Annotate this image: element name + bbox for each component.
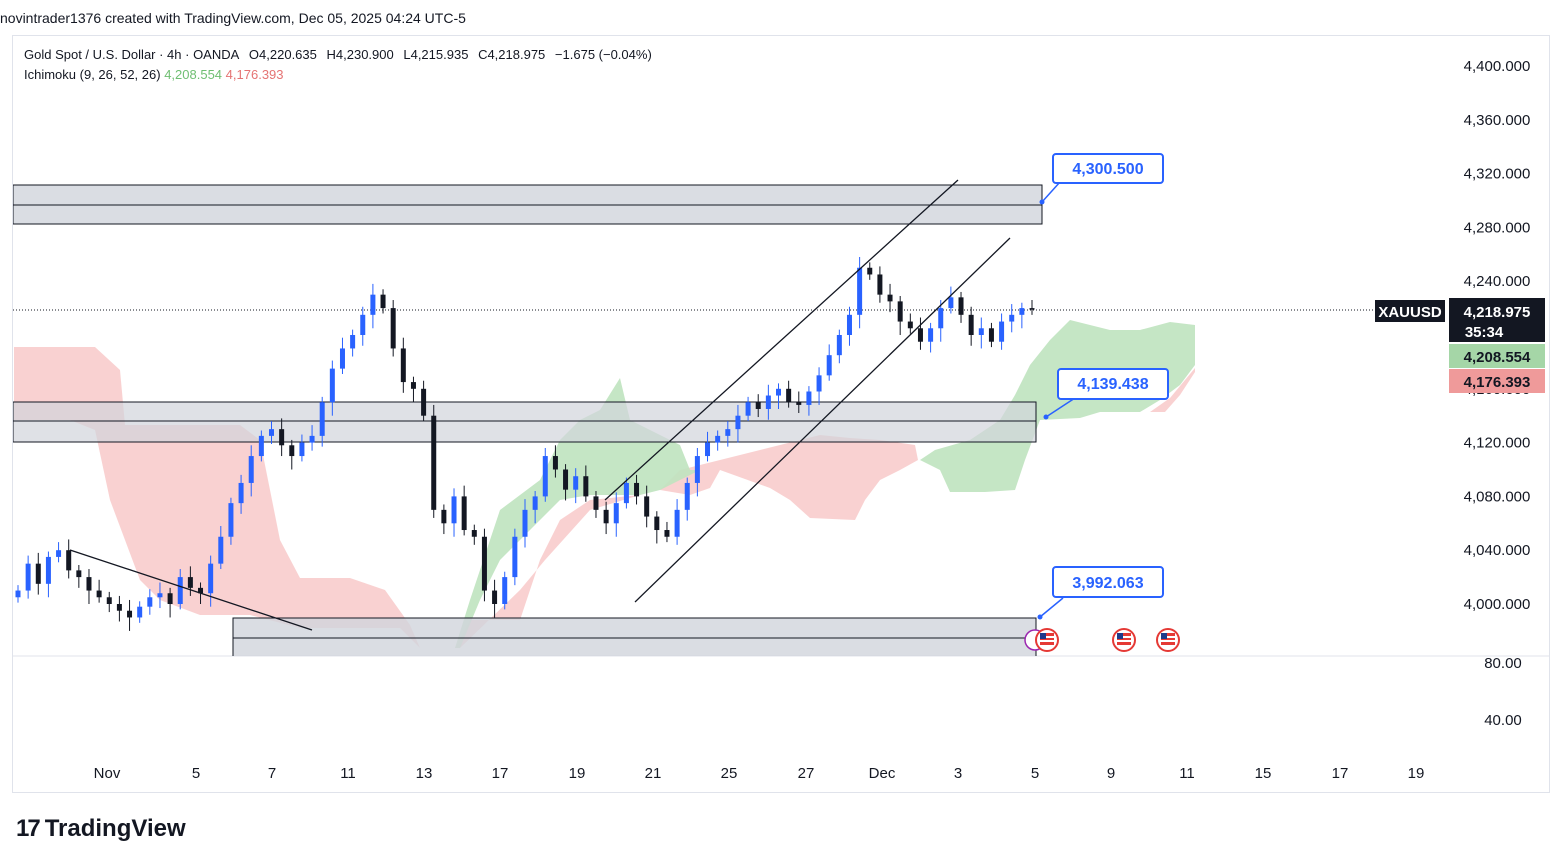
symbol-title[interactable]: Gold Spot / U.S. Dollar · 4h · OANDA bbox=[24, 47, 240, 62]
tradingview-logo-icon: 17 bbox=[16, 815, 41, 842]
chart-frame bbox=[12, 35, 1550, 793]
change-value: −1.675 (−0.04%) bbox=[554, 47, 652, 62]
close-value: C4,218.975 bbox=[478, 47, 546, 62]
ichimoku-label[interactable]: Ichimoku (9, 26, 52, 26) bbox=[24, 67, 161, 82]
high-value: H4,230.900 bbox=[326, 47, 394, 62]
chart-legend: Gold Spot / U.S. Dollar · 4h · OANDA O4,… bbox=[24, 45, 658, 85]
ichimoku-span-a-value: 4,208.554 bbox=[164, 67, 223, 82]
ichimoku-line: Ichimoku (9, 26, 52, 26) 4,208.554 4,176… bbox=[24, 65, 658, 85]
chart-credit: novintrader1376 created with TradingView… bbox=[0, 10, 466, 26]
low-value: L4,215.935 bbox=[403, 47, 469, 62]
tradingview-logo-text: TradingView bbox=[44, 815, 186, 842]
ohlc-line: Gold Spot / U.S. Dollar · 4h · OANDA O4,… bbox=[24, 45, 658, 65]
tradingview-logo[interactable]: 17 TradingView bbox=[16, 815, 186, 843]
open-value: O4,220.635 bbox=[248, 47, 317, 62]
ichimoku-span-b-value: 4,176.393 bbox=[225, 67, 284, 82]
